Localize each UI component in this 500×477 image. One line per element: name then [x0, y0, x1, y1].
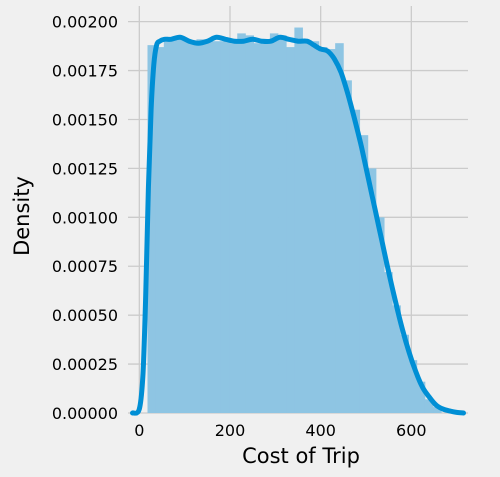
y-tick-label: 0.00150 [52, 110, 118, 129]
histogram-bar [245, 35, 254, 413]
y-tick-label: 0.00200 [52, 13, 118, 32]
histogram-bar [335, 43, 344, 413]
y-tick-label: 0.00000 [52, 404, 118, 423]
histogram-bar [294, 28, 303, 413]
histogram-bar [172, 39, 181, 413]
x-tick-label: 0 [134, 421, 144, 440]
histogram-bar [270, 33, 279, 413]
histogram-bar [351, 110, 360, 413]
histogram-bar [221, 41, 230, 413]
histogram-bar [237, 33, 246, 413]
x-tick-label: 600 [396, 421, 427, 440]
histogram-bar [254, 43, 263, 413]
y-tick-label: 0.00100 [52, 208, 118, 227]
histogram-bar [262, 41, 271, 413]
histogram-bar [286, 47, 295, 413]
histogram-bar [303, 41, 312, 413]
histogram-bar [311, 41, 320, 413]
histogram-bar [343, 80, 352, 413]
x-axis-title: Cost of Trip [242, 444, 360, 468]
y-tick-labels: 0.00000 0.00025 0.00050 0.00075 0.00100 0.001… [52, 13, 118, 423]
histogram-bar [229, 43, 238, 413]
histogram-bar [278, 35, 287, 413]
histogram-bar [156, 47, 165, 413]
y-tick-label: 0.00175 [52, 62, 118, 81]
histogram-bar [196, 39, 205, 413]
histogram-bar [327, 49, 336, 413]
histogram-bar [180, 39, 189, 413]
histogram-bar [164, 39, 173, 413]
y-tick-label: 0.00125 [52, 159, 118, 178]
histogram-bar [213, 41, 222, 413]
y-tick-label: 0.00050 [52, 306, 118, 325]
histogram-bar [188, 41, 197, 413]
y-tick-label: 0.00025 [52, 355, 118, 374]
y-axis-title: Density [10, 176, 34, 256]
x-tick-label: 200 [215, 421, 246, 440]
y-tick-label: 0.00075 [52, 257, 118, 276]
x-tick-label: 400 [305, 421, 336, 440]
histogram-bar [319, 47, 328, 413]
histogram-bar [205, 39, 214, 413]
